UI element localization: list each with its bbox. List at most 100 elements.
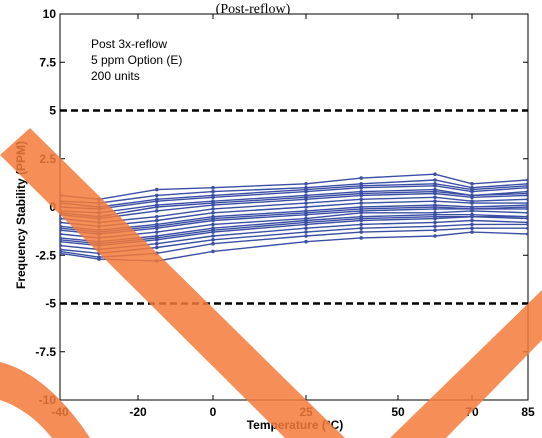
data-point bbox=[470, 182, 474, 186]
data-point bbox=[211, 249, 215, 254]
data-point bbox=[470, 214, 474, 219]
data-point bbox=[60, 226, 62, 230]
data-point bbox=[155, 193, 159, 198]
data-point bbox=[526, 205, 528, 209]
data-point bbox=[433, 220, 437, 225]
data-point bbox=[211, 193, 215, 198]
data-point bbox=[433, 182, 437, 186]
data-point bbox=[155, 245, 159, 250]
data-point bbox=[155, 241, 159, 246]
data-point bbox=[359, 176, 364, 180]
data-point bbox=[526, 211, 528, 215]
data-point bbox=[155, 230, 159, 234]
data-point bbox=[60, 251, 62, 256]
overlay-band-right bbox=[390, 290, 542, 438]
data-point bbox=[211, 216, 215, 221]
data-point bbox=[155, 205, 159, 209]
data-point bbox=[60, 238, 62, 242]
data-point bbox=[211, 234, 215, 238]
data-point bbox=[304, 187, 308, 192]
spec-limit-lines bbox=[60, 109, 528, 305]
data-point bbox=[433, 195, 437, 200]
annotation-line-1: Post 3x-reflow bbox=[91, 37, 167, 51]
data-point bbox=[359, 216, 364, 221]
annotation-block: Post 3x-reflow 5 ppm Option (E) 200 unit… bbox=[91, 37, 182, 83]
data-point bbox=[211, 222, 215, 227]
annotation-line-2: 5 ppm Option (E) bbox=[91, 53, 182, 67]
data-point bbox=[304, 211, 308, 215]
data-point bbox=[304, 182, 308, 186]
y-tick-label: 10 bbox=[43, 7, 57, 21]
data-point bbox=[60, 220, 62, 225]
data-point bbox=[526, 226, 528, 230]
data-point bbox=[155, 187, 159, 192]
y-tick-label: -7.5 bbox=[35, 345, 56, 359]
data-point bbox=[359, 201, 364, 205]
data-point bbox=[304, 230, 308, 234]
data-point bbox=[211, 211, 215, 215]
chart-title: (Post-reflow) bbox=[216, 2, 291, 17]
data-point bbox=[526, 184, 528, 188]
data-point bbox=[526, 197, 528, 202]
data-point bbox=[155, 209, 159, 213]
y-tick-label: 7.5 bbox=[39, 55, 56, 69]
y-tick-label: -2.5 bbox=[35, 248, 56, 262]
x-tick-label: 50 bbox=[391, 405, 405, 419]
data-point bbox=[304, 226, 308, 230]
x-tick-label: 85 bbox=[521, 405, 535, 419]
x-tick-label: 0 bbox=[210, 405, 217, 419]
data-point bbox=[211, 238, 215, 242]
data-point bbox=[155, 224, 159, 229]
data-point bbox=[433, 228, 437, 232]
data-point bbox=[304, 239, 308, 244]
data-point bbox=[526, 178, 528, 182]
data-point bbox=[211, 228, 215, 232]
data-point bbox=[433, 205, 437, 209]
data-point bbox=[304, 201, 308, 205]
data-point bbox=[304, 234, 308, 238]
y-tick-label: -5 bbox=[45, 297, 56, 311]
data-point bbox=[211, 201, 215, 205]
data-point bbox=[433, 178, 437, 182]
data-point bbox=[526, 232, 528, 236]
data-point bbox=[433, 199, 437, 203]
data-point bbox=[470, 218, 474, 223]
data-point bbox=[211, 207, 215, 211]
overlay-shapes bbox=[0, 128, 542, 438]
data-point bbox=[211, 185, 215, 190]
data-point bbox=[470, 230, 474, 234]
data-point bbox=[433, 189, 437, 194]
data-point bbox=[470, 193, 474, 198]
data-point bbox=[60, 243, 62, 248]
data-point bbox=[433, 234, 437, 238]
data-point bbox=[359, 236, 364, 240]
data-point bbox=[526, 191, 528, 196]
data-point bbox=[470, 222, 474, 227]
data-point bbox=[155, 218, 159, 223]
y-tick-label: 5 bbox=[49, 104, 56, 118]
data-point bbox=[470, 201, 474, 205]
data-point bbox=[470, 187, 474, 192]
data-point bbox=[433, 214, 437, 219]
data-point bbox=[433, 224, 437, 229]
data-point bbox=[304, 205, 308, 209]
data-point bbox=[359, 230, 364, 234]
data-point bbox=[470, 226, 474, 230]
data-point bbox=[359, 207, 364, 211]
data-point bbox=[60, 216, 62, 221]
data-point bbox=[359, 184, 364, 188]
data-point bbox=[60, 232, 62, 236]
data-point bbox=[359, 197, 364, 202]
annotation-line-3: 200 units bbox=[91, 69, 140, 83]
data-point bbox=[97, 257, 101, 261]
data-point bbox=[211, 189, 215, 194]
data-point bbox=[211, 241, 215, 246]
data-point bbox=[304, 195, 308, 200]
x-tick-label: -20 bbox=[129, 405, 147, 419]
data-point bbox=[359, 191, 364, 196]
data-point bbox=[359, 211, 364, 215]
data-point bbox=[526, 214, 528, 219]
data-point bbox=[359, 226, 364, 230]
data-point bbox=[359, 222, 364, 227]
